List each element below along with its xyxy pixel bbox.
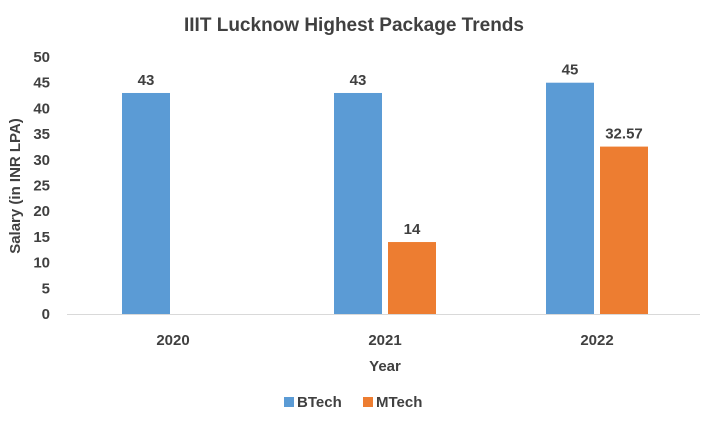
legend-swatch-mtech [363,397,373,407]
y-tick-label: 50 [33,49,50,66]
y-tick-label: 35 [33,126,50,143]
legend-label: MTech [376,394,422,411]
legend: BTech MTech [284,394,422,411]
data-label: 32.57 [605,126,643,143]
bar-mtech-2021 [388,242,436,314]
y-tick-label: 15 [33,229,50,246]
data-label: 14 [404,221,421,238]
x-tick-label: 2022 [580,332,613,349]
bar-btech-2021 [334,92,382,314]
y-tick-label: 45 [33,75,50,92]
chart-title: IIIT Lucknow Highest Package Trends [184,15,524,36]
bar-mtech-2022 [600,146,648,314]
y-tick-label: 30 [33,152,50,169]
y-tick-label: 20 [33,203,50,220]
legend-label: BTech [297,394,342,411]
y-axis-label: Salary (in INR LPA) [7,118,24,254]
data-label: 45 [562,62,579,79]
y-tick-label: 10 [33,255,50,272]
x-axis-label: Year [369,358,401,375]
x-tick-label: 2020 [156,332,189,349]
legend-swatch-btech [284,397,294,407]
y-tick-label: 5 [42,280,50,297]
y-tick-label: 40 [33,100,50,117]
data-label: 43 [138,72,155,89]
bar-btech-2020 [122,92,170,314]
y-tick-label: 25 [33,178,50,195]
y-tick-label: 0 [42,306,50,323]
x-tick-label: 2021 [368,332,401,349]
data-label: 43 [350,72,367,89]
bar-btech-2022 [546,82,594,314]
